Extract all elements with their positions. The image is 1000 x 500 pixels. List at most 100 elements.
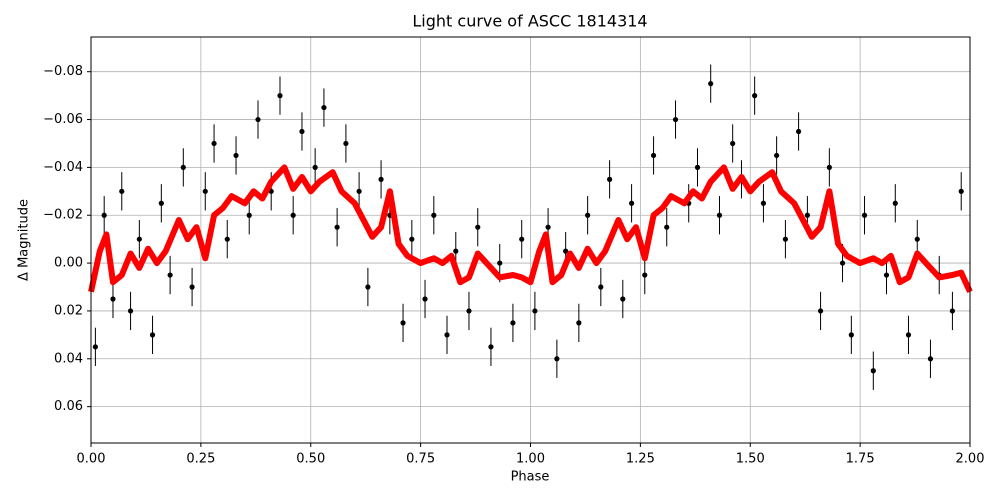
x-tick-label: 1.75 xyxy=(846,452,875,467)
data-point xyxy=(607,176,613,182)
data-point xyxy=(883,272,890,278)
data-point xyxy=(545,224,551,230)
data-point xyxy=(795,128,802,135)
data-point xyxy=(716,212,723,218)
data-point xyxy=(510,320,516,326)
y-tick-label: 0.04 xyxy=(54,351,83,366)
data-point xyxy=(158,200,164,206)
data-point xyxy=(804,212,810,218)
data-point xyxy=(826,164,832,170)
data-point xyxy=(848,332,854,338)
data-point xyxy=(598,284,604,290)
data-point xyxy=(475,224,481,230)
data-point xyxy=(554,356,560,362)
x-tick-label: 1.25 xyxy=(626,452,655,467)
data-point xyxy=(167,272,173,278)
y-tick-label: 0.02 xyxy=(54,303,83,318)
data-point xyxy=(119,188,125,194)
data-point xyxy=(92,344,98,350)
data-point xyxy=(127,308,134,314)
data-point xyxy=(642,272,648,278)
y-tick-label: −0.02 xyxy=(43,208,83,223)
data-point xyxy=(343,140,349,147)
x-tick-label: 0.00 xyxy=(77,452,106,467)
plot-frame xyxy=(90,36,971,444)
data-point xyxy=(760,200,767,206)
data-point xyxy=(708,81,714,87)
data-point xyxy=(519,236,525,242)
data-point xyxy=(927,356,934,362)
data-point xyxy=(255,116,261,123)
data-point xyxy=(861,212,868,218)
data-point xyxy=(136,236,142,242)
data-point xyxy=(334,224,340,230)
data-point xyxy=(914,236,920,242)
data-point xyxy=(189,284,195,290)
model-line xyxy=(88,164,973,294)
data-point xyxy=(453,248,459,254)
data-point xyxy=(488,344,494,350)
data-point xyxy=(277,93,283,99)
data-point xyxy=(312,164,318,170)
data-point xyxy=(694,164,701,170)
data-point xyxy=(233,152,239,159)
data-point xyxy=(211,140,217,147)
data-point xyxy=(576,320,582,326)
data-point xyxy=(730,140,736,147)
data-point xyxy=(958,188,964,194)
data-point xyxy=(563,248,569,254)
data-point xyxy=(422,296,428,302)
data-point xyxy=(149,332,156,338)
data-point xyxy=(224,236,230,242)
x-tick-label: 1.00 xyxy=(516,452,545,467)
data-point xyxy=(202,188,208,194)
data-point xyxy=(752,93,758,99)
y-tick-label: 0.00 xyxy=(54,256,83,271)
chart-title: Light curve of ASCC 1814314 xyxy=(412,12,647,31)
data-point xyxy=(290,212,296,218)
data-point xyxy=(664,224,670,230)
data-point xyxy=(782,236,789,242)
data-point xyxy=(497,260,503,266)
data-point xyxy=(892,200,898,206)
data-point xyxy=(532,308,538,314)
data-point xyxy=(774,152,780,159)
data-point xyxy=(444,332,450,338)
data-point xyxy=(839,260,846,266)
data-point xyxy=(409,236,415,242)
data-point xyxy=(299,128,305,135)
data-point xyxy=(672,116,679,123)
x-tick-label: 0.25 xyxy=(186,452,215,467)
x-tick-label: 1.50 xyxy=(736,452,765,467)
y-axis-label: Δ Magnitude xyxy=(17,199,32,281)
data-point xyxy=(870,368,876,374)
data-point xyxy=(620,296,626,302)
data-point xyxy=(949,308,956,314)
data-point xyxy=(585,212,591,218)
data-point xyxy=(431,212,437,218)
data-point xyxy=(400,320,406,326)
y-tick-label: −0.06 xyxy=(43,112,83,127)
y-tick-label: 0.06 xyxy=(54,399,83,414)
data-point xyxy=(378,176,384,182)
data-point xyxy=(817,308,824,314)
data-point xyxy=(356,188,362,194)
x-tick-label: 2.00 xyxy=(956,452,985,467)
data-point xyxy=(365,284,371,290)
x-tick-label: 0.75 xyxy=(406,452,435,467)
data-point xyxy=(650,152,657,159)
data-point xyxy=(180,164,186,170)
data-point xyxy=(246,212,252,218)
y-tick-label: −0.04 xyxy=(43,160,83,175)
data-point xyxy=(628,200,635,206)
y-tick-label: −0.08 xyxy=(43,64,83,79)
x-axis-label: Phase xyxy=(511,470,550,485)
x-tick-label: 0.50 xyxy=(296,452,325,467)
data-point xyxy=(466,308,472,314)
data-point xyxy=(101,212,107,218)
data-point xyxy=(905,332,912,338)
data-point xyxy=(110,296,116,302)
data-point xyxy=(321,104,327,111)
